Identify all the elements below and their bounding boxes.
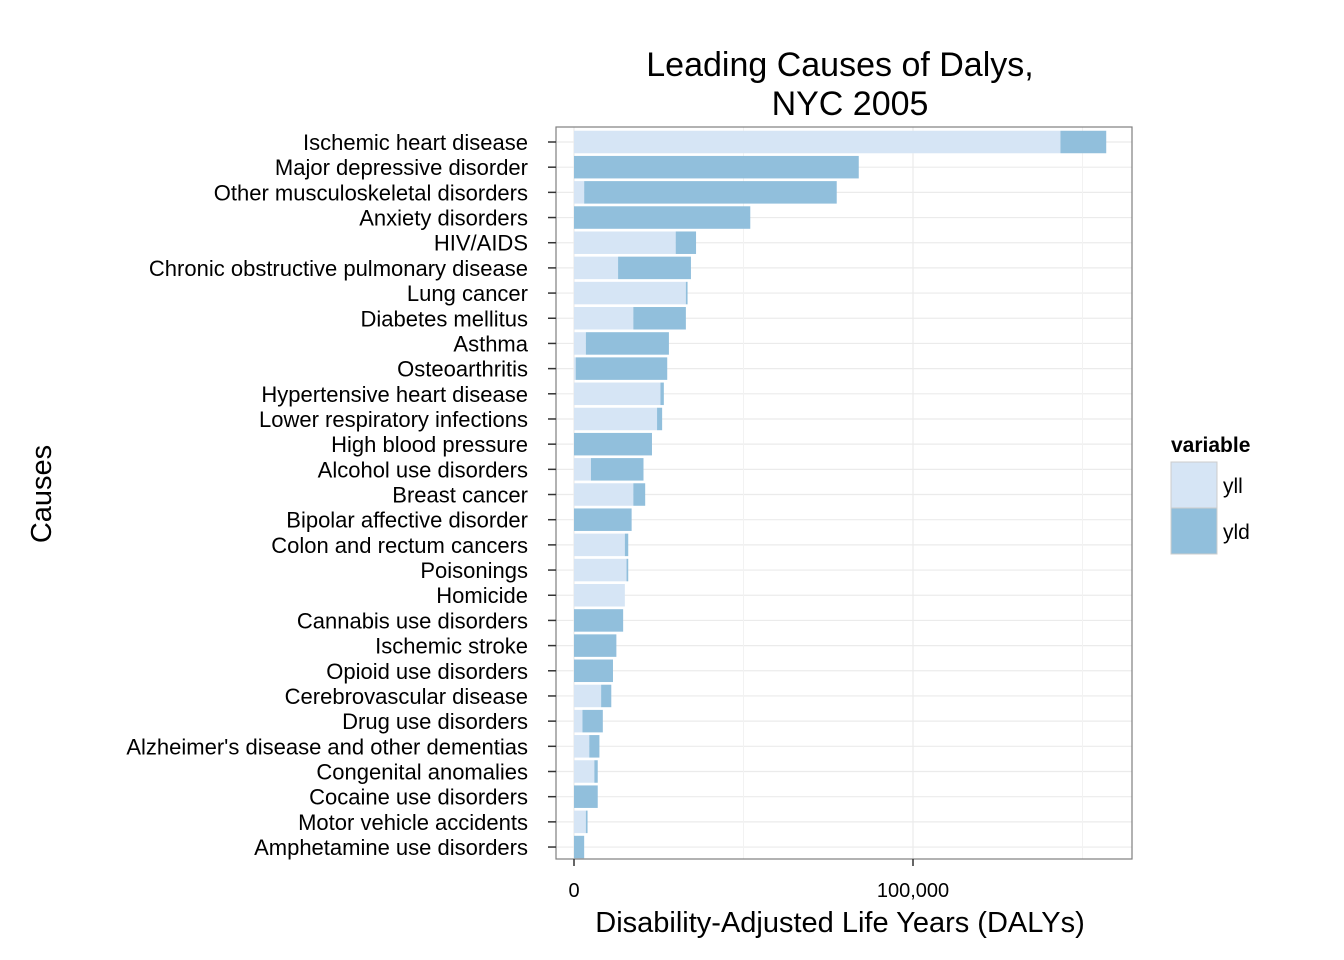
- y-tick-label: High blood pressure: [331, 432, 528, 457]
- bar-yld: [675, 231, 697, 254]
- chart-title-line-2: NYC 2005: [772, 85, 929, 123]
- bar-yld: [633, 307, 686, 330]
- bar-yll: [574, 407, 658, 431]
- y-tick-label: Lung cancer: [407, 281, 528, 306]
- y-tick-label: Colon and rectum cancers: [271, 533, 528, 558]
- bar-yld: [574, 634, 617, 657]
- legend-title: variable: [1171, 434, 1250, 457]
- bar-yld: [574, 508, 632, 531]
- y-tick-label: Cerebrovascular disease: [285, 684, 528, 709]
- bar-yll: [574, 256, 619, 280]
- legend-key-yld: [1170, 507, 1218, 555]
- y-tick-label: Cannabis use disorders: [297, 608, 528, 633]
- bar-yld: [575, 357, 668, 380]
- bar-yll: [574, 281, 686, 305]
- y-tick-label: HIV/AIDS: [434, 231, 528, 256]
- y-tick-label: Osteoarthritis: [397, 357, 528, 382]
- bar-yld: [574, 785, 598, 808]
- y-tick-label: Bipolar affective disorder: [286, 508, 528, 533]
- bar-yld: [589, 735, 600, 758]
- bar-yld: [574, 659, 613, 683]
- legend-key-yll: [1170, 461, 1218, 509]
- y-tick-label: Diabetes mellitus: [360, 306, 528, 331]
- y-tick-label: Opioid use disorders: [326, 659, 528, 684]
- bar-yll: [574, 357, 576, 380]
- bar-yld: [574, 835, 585, 859]
- y-tick-label: Ischemic heart disease: [303, 130, 528, 155]
- bar-yld: [582, 709, 603, 733]
- bar-yll: [574, 684, 602, 708]
- bar-yll: [574, 709, 583, 733]
- bar-yll: [574, 130, 1061, 154]
- y-axis-title: Causes: [26, 445, 58, 543]
- bar-yll: [574, 181, 585, 204]
- bar-yld: [585, 810, 588, 834]
- y-tick-label: Major depressive disorder: [275, 155, 528, 180]
- bar-yld: [590, 458, 644, 481]
- bar-yld: [601, 684, 612, 708]
- bar-yll: [574, 735, 590, 758]
- y-tick-label: Other musculoskeletal disorders: [214, 180, 528, 205]
- y-tick-label: Anxiety disorders: [359, 206, 528, 231]
- y-tick-label: Motor vehicle accidents: [298, 810, 528, 835]
- x-axis-title: Disability-Adjusted Life Years (DALYs): [595, 907, 1084, 939]
- y-tick-label: Breast cancer: [392, 483, 528, 508]
- bar-yld: [574, 432, 652, 456]
- legend-label-yld: yld: [1223, 521, 1250, 544]
- x-axis: 0 100,000: [568, 859, 949, 902]
- legend-label-yll: yll: [1223, 475, 1243, 498]
- bar-yld: [657, 407, 663, 431]
- bar-yll: [574, 332, 586, 355]
- bar-yld: [626, 558, 629, 582]
- y-tick-label: Chronic obstructive pulmonary disease: [149, 256, 528, 281]
- bar-yll: [574, 382, 661, 406]
- y-tick-label: Ischemic stroke: [375, 634, 528, 659]
- y-tick-label: Alzheimer's disease and other dementias: [126, 734, 528, 759]
- bar-yld: [633, 483, 646, 506]
- y-tick-label: Cocaine use disorders: [309, 785, 528, 810]
- bar-yld: [584, 181, 837, 204]
- bar-yll: [574, 458, 591, 481]
- bar-yld: [574, 155, 859, 179]
- bar-yld: [618, 256, 691, 280]
- y-tick-label: Homicide: [436, 583, 528, 608]
- bar-yll: [574, 760, 595, 783]
- y-tick-label: Poisonings: [420, 558, 528, 583]
- bar-yld: [574, 609, 624, 632]
- bar-yld: [594, 760, 598, 783]
- bar-yll: [574, 307, 634, 330]
- bars: [574, 130, 1107, 859]
- x-tick-label: 0: [568, 880, 579, 902]
- y-tick-label: Amphetamine use disorders: [254, 835, 528, 860]
- bar-yll: [574, 558, 627, 582]
- y-tick-label: Hypertensive heart disease: [261, 382, 528, 407]
- y-tick-label: Alcohol use disorders: [318, 457, 528, 482]
- bar-yld: [574, 206, 751, 229]
- bar-yll: [574, 483, 634, 506]
- bar-yld: [685, 281, 688, 305]
- chart-title-line-1: Leading Causes of Dalys,: [646, 46, 1033, 84]
- bar-yld: [1060, 130, 1107, 154]
- x-tick-label: 100,000: [877, 880, 949, 902]
- bar-yld: [660, 382, 664, 406]
- legend: variable yll yld: [1170, 434, 1250, 555]
- y-tick-label: Lower respiratory infections: [259, 407, 528, 432]
- y-tick-label: Asthma: [453, 331, 528, 356]
- y-tick-label: Congenital anomalies: [316, 760, 528, 785]
- plot-border: [555, 126, 1133, 860]
- bar-yll: [574, 231, 676, 254]
- bar-yll: [574, 583, 625, 607]
- bar-yll: [574, 533, 625, 557]
- bar-yll: [574, 810, 586, 834]
- bar-yld: [585, 332, 669, 355]
- y-tick-label: Drug use disorders: [342, 709, 528, 734]
- bar-yld: [624, 533, 629, 557]
